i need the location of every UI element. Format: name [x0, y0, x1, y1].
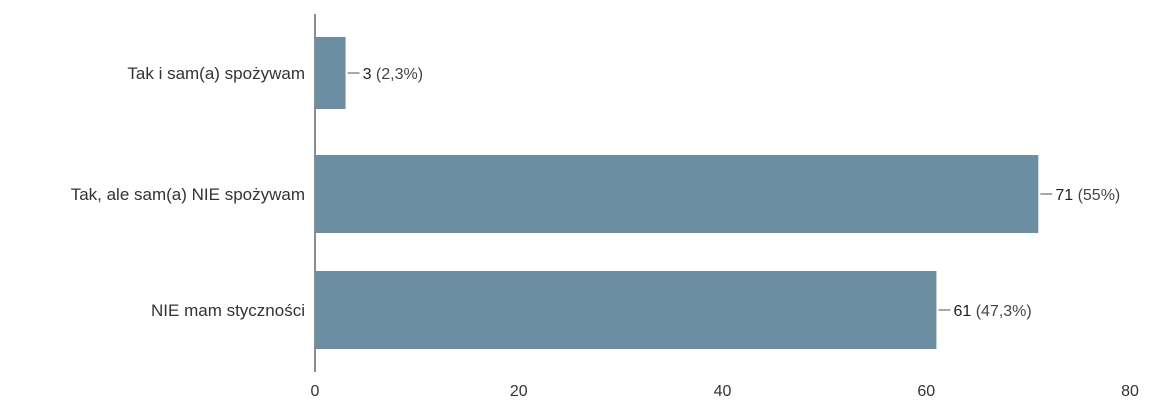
value-percent: (2,3%) — [376, 66, 423, 83]
value-label: 71 (55%) — [1055, 187, 1120, 204]
value-label: 61 (47,3%) — [953, 303, 1031, 320]
x-tick-label: 60 — [917, 383, 935, 400]
x-ticks-layer: 0 20 40 60 80 — [311, 383, 1139, 400]
bar — [315, 271, 937, 349]
category-label: Tak i sam(a) spożywam — [127, 64, 305, 83]
value-count: 61 — [953, 303, 975, 320]
category-label: NIE mam styczności — [151, 301, 305, 320]
value-count: 71 — [1055, 187, 1077, 204]
bars-layer — [315, 37, 1039, 349]
x-tick-label: 40 — [714, 383, 732, 400]
x-tick-label: 0 — [311, 383, 320, 400]
value-percent: (47,3%) — [976, 303, 1032, 320]
category-labels-layer: Tak i sam(a) spożywam Tak, ale sam(a) NIE… — [71, 64, 305, 320]
value-percent: (55%) — [1078, 187, 1121, 204]
bar — [315, 155, 1039, 233]
value-labels-layer: 3 (2,3%) 71 (55%) 61 (47,3%) — [347, 66, 1120, 320]
x-tick-label: 20 — [510, 383, 528, 400]
value-count: 3 — [363, 66, 376, 83]
bar — [315, 37, 346, 109]
value-label: 3 (2,3%) — [363, 66, 423, 83]
category-label: Tak, ale sam(a) NIE spożywam — [71, 185, 305, 204]
x-tick-label: 80 — [1121, 383, 1139, 400]
